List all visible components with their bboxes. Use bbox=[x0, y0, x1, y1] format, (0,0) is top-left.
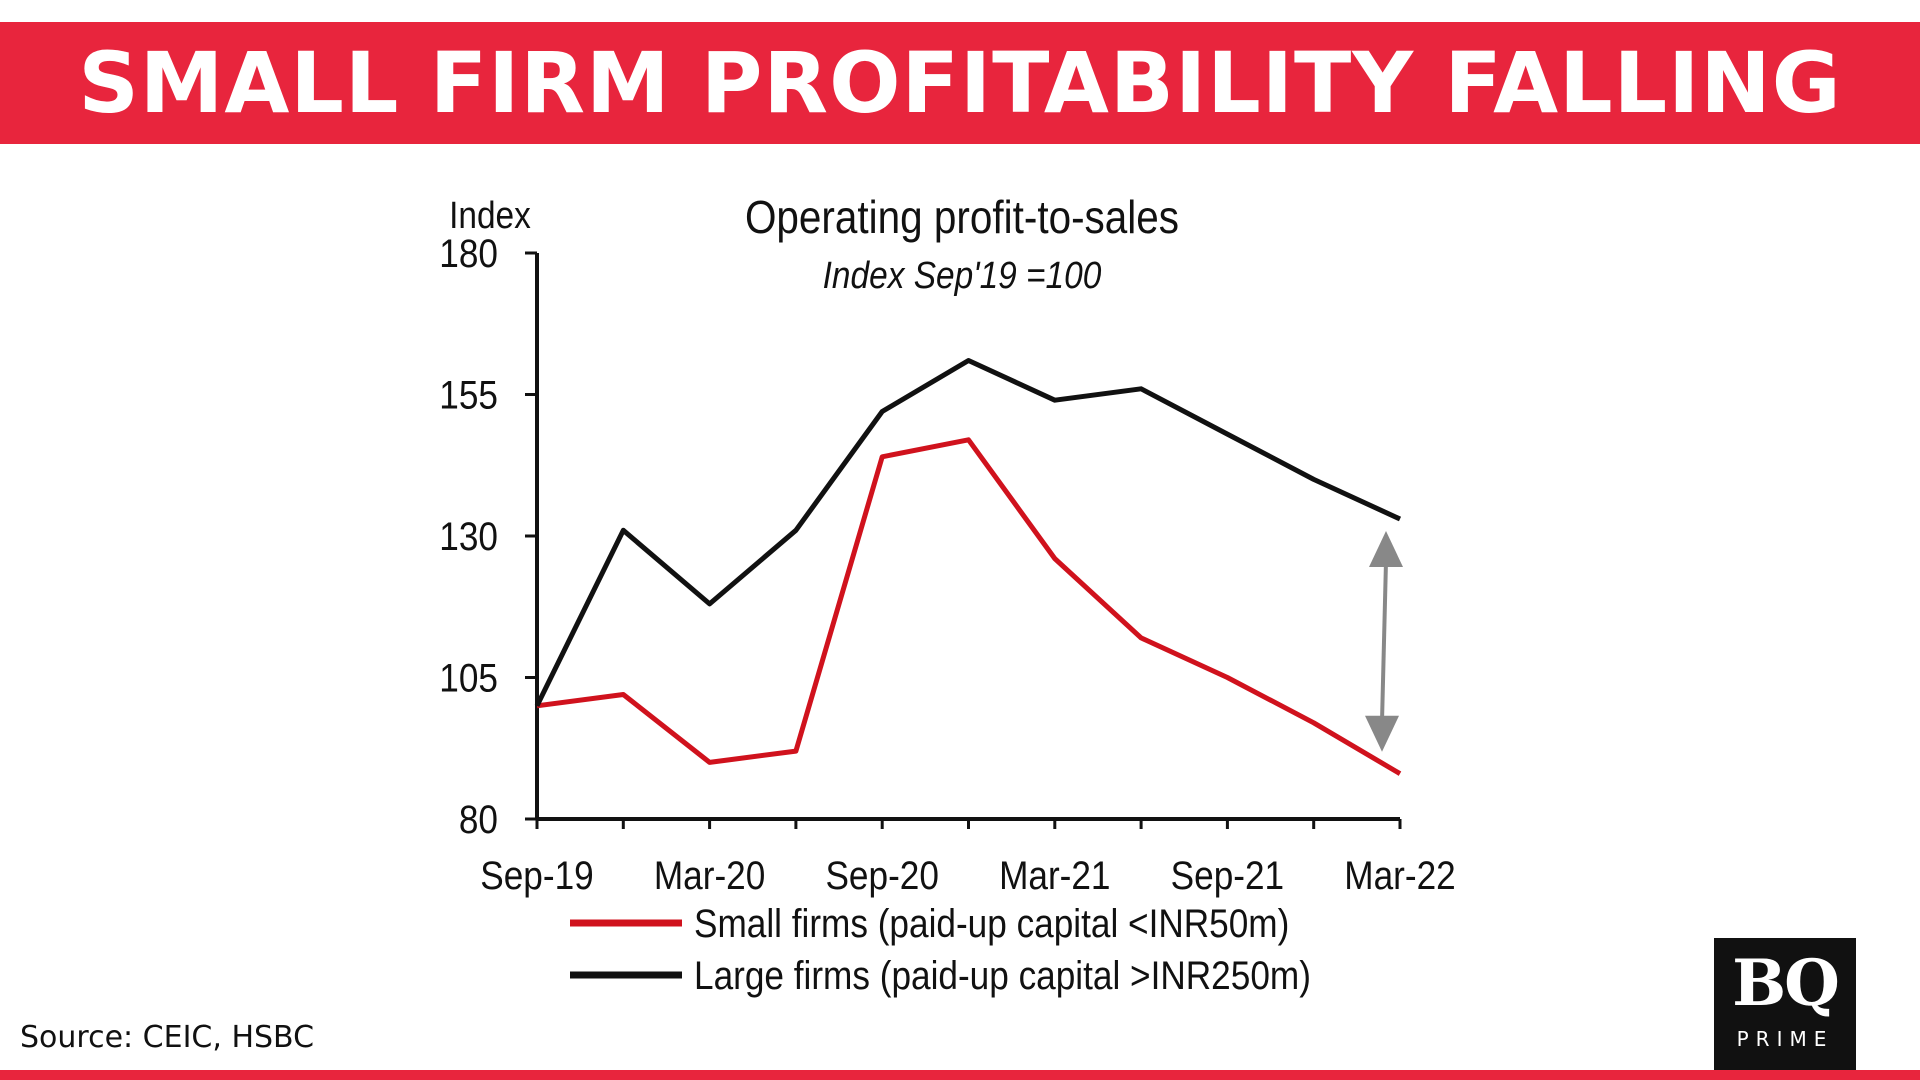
y-tick-label: 130 bbox=[439, 514, 498, 559]
gap-annotation bbox=[1365, 531, 1403, 752]
banner-title: SMALL FIRM PROFITABILITY FALLING bbox=[78, 34, 1842, 132]
chart-series bbox=[534, 358, 1402, 776]
y-tick-label: 180 bbox=[439, 231, 498, 276]
bq-prime-logo: BQ PRIME bbox=[1714, 938, 1856, 1070]
x-tick-label: Mar-20 bbox=[654, 853, 765, 898]
chart-subtitle: Index Sep'19 =100 bbox=[823, 254, 1102, 296]
x-tick-label: Sep-20 bbox=[825, 853, 938, 898]
chart-axes bbox=[535, 253, 1400, 821]
gap-arrow-head-down bbox=[1365, 715, 1399, 752]
y-tick-label: 105 bbox=[439, 655, 498, 700]
gap-arrow-head-up bbox=[1369, 531, 1403, 568]
x-tick-label: Mar-21 bbox=[999, 853, 1110, 898]
source-note: Source: CEIC, HSBC bbox=[20, 1020, 315, 1055]
large-firms-line bbox=[534, 358, 1402, 707]
x-tick-label: Sep-19 bbox=[480, 853, 593, 898]
legend-label: Small firms (paid-up capital <INR50m) bbox=[694, 901, 1289, 946]
y-axis-label: Index bbox=[449, 194, 531, 236]
x-tick-label: Sep-21 bbox=[1171, 853, 1284, 898]
chart-title: Operating profit-to-sales bbox=[745, 193, 1179, 244]
y-tick-label: 155 bbox=[439, 372, 498, 417]
bottom-rule bbox=[0, 1070, 1920, 1080]
logo-mark: BQ bbox=[1732, 946, 1840, 1021]
gap-arrow-shaft bbox=[1380, 560, 1388, 722]
legend-label: Large firms (paid-up capital >INR250m) bbox=[694, 953, 1311, 998]
title-banner: SMALL FIRM PROFITABILITY FALLING bbox=[0, 22, 1920, 144]
logo-subtitle: PRIME bbox=[1736, 1027, 1834, 1051]
chart-ticks: 80 105 130 155 180 Sep-19 Mar-20 Sep-20 Mar-21 Se… bbox=[439, 231, 1455, 898]
chart-legend: Small firms (paid-up capital <INR50m) Lar… bbox=[570, 901, 1311, 998]
x-tick-label: Mar-22 bbox=[1344, 853, 1455, 898]
y-tick-label: 80 bbox=[459, 797, 498, 842]
small-firms-line bbox=[536, 437, 1402, 776]
